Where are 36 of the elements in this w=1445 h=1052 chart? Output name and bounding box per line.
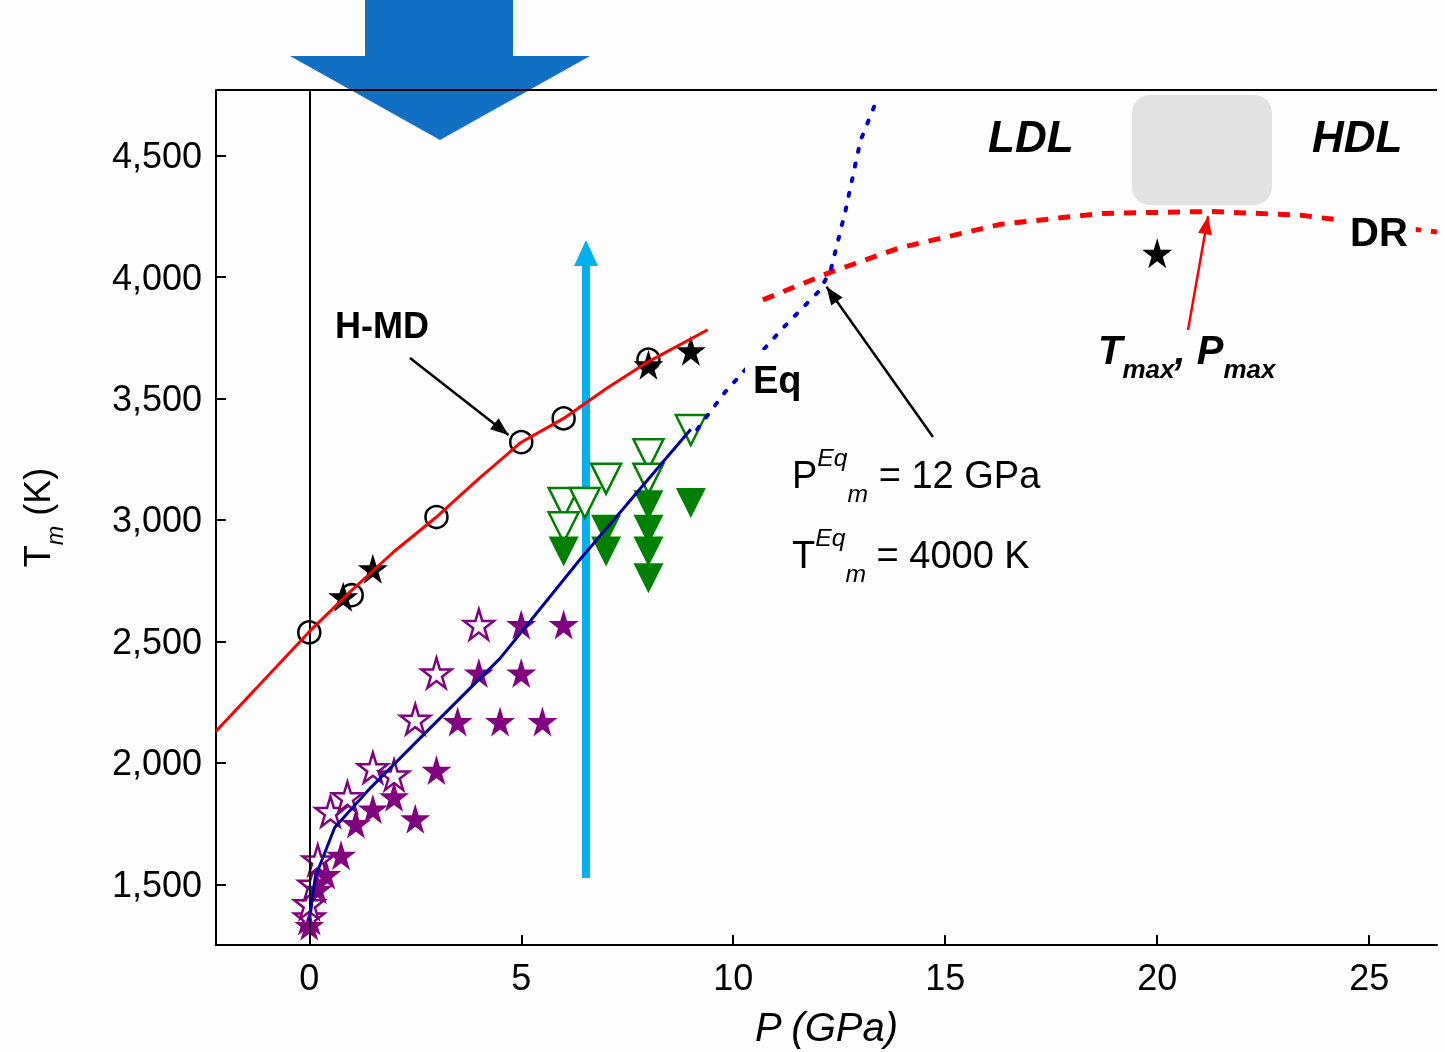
- x-tick-label: 0: [299, 956, 320, 998]
- point: [357, 793, 388, 824]
- point: [548, 609, 579, 640]
- x-tick-label: 15: [925, 956, 966, 998]
- point: [675, 487, 706, 518]
- point: [1142, 238, 1173, 269]
- point: [379, 781, 410, 812]
- point: [326, 840, 357, 871]
- point: [589, 462, 623, 495]
- y-tick-label: 4,000: [111, 256, 202, 298]
- point: [421, 755, 452, 786]
- annotation: H-MD: [335, 305, 429, 347]
- y-axis-title: Tm (K): [16, 467, 68, 568]
- annotation: DR: [1350, 210, 1408, 254]
- annotation: Eq: [753, 359, 802, 402]
- point: [568, 486, 602, 520]
- y-tick-label: 3,000: [111, 499, 202, 541]
- point: [633, 563, 664, 594]
- point: [548, 536, 579, 567]
- point: [485, 706, 516, 737]
- point: [442, 706, 473, 737]
- point: [400, 803, 431, 834]
- point: [527, 706, 558, 737]
- y-tick-label: 4,500: [111, 135, 202, 177]
- y-tick-label: 3,500: [111, 377, 202, 419]
- x-tick-label: 5: [511, 956, 532, 998]
- point: [506, 657, 537, 688]
- x-axis-title: P (GPa): [755, 1005, 898, 1049]
- annotation: HDL: [1312, 112, 1403, 162]
- x-tick-label: 25: [1349, 956, 1390, 998]
- y-tick-label: 2,000: [111, 742, 202, 784]
- y-tick-label: 2,500: [111, 620, 202, 662]
- x-tick-label: 20: [1137, 956, 1178, 998]
- annotation: LDL: [988, 112, 1074, 162]
- x-tick-label: 10: [713, 956, 754, 998]
- y-tick-label: 1,500: [111, 863, 202, 905]
